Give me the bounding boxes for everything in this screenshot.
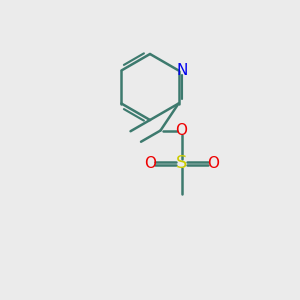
Text: S: S [176,154,187,172]
Text: N: N [176,63,188,78]
Text: O: O [207,156,219,171]
Text: O: O [144,156,156,171]
Text: O: O [176,123,188,138]
